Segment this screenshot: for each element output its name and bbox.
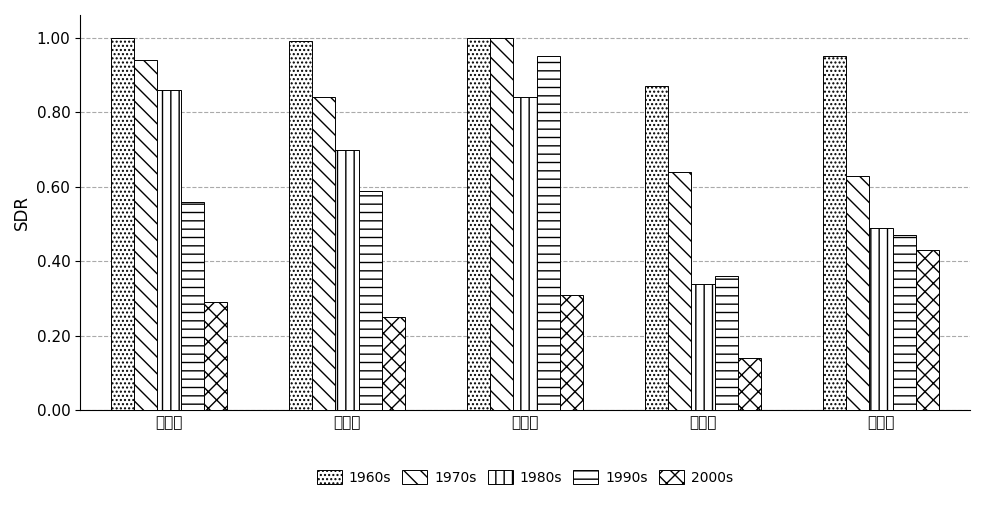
Bar	[467, 38, 490, 410]
Bar	[359, 190, 382, 410]
Bar	[204, 302, 227, 410]
Bar	[181, 202, 204, 410]
Bar	[916, 250, 939, 410]
Bar	[157, 90, 181, 410]
Bar	[668, 172, 691, 410]
Bar	[893, 235, 916, 410]
Bar	[289, 42, 312, 410]
Bar	[513, 97, 537, 410]
Y-axis label: SDR: SDR	[13, 195, 31, 230]
Bar	[645, 86, 668, 410]
Bar	[846, 175, 869, 410]
Bar	[691, 284, 715, 410]
Bar	[111, 38, 134, 410]
Bar	[738, 358, 761, 410]
Legend: 1960s, 1970s, 1980s, 1990s, 2000s: 1960s, 1970s, 1980s, 1990s, 2000s	[311, 464, 739, 490]
Bar	[335, 150, 359, 410]
Bar	[490, 38, 513, 410]
Bar	[537, 56, 560, 410]
Bar	[382, 317, 405, 410]
Bar	[869, 228, 893, 410]
Bar	[134, 60, 157, 410]
Bar	[823, 56, 846, 410]
Bar	[715, 276, 738, 410]
Bar	[312, 97, 335, 410]
Bar	[560, 295, 583, 410]
